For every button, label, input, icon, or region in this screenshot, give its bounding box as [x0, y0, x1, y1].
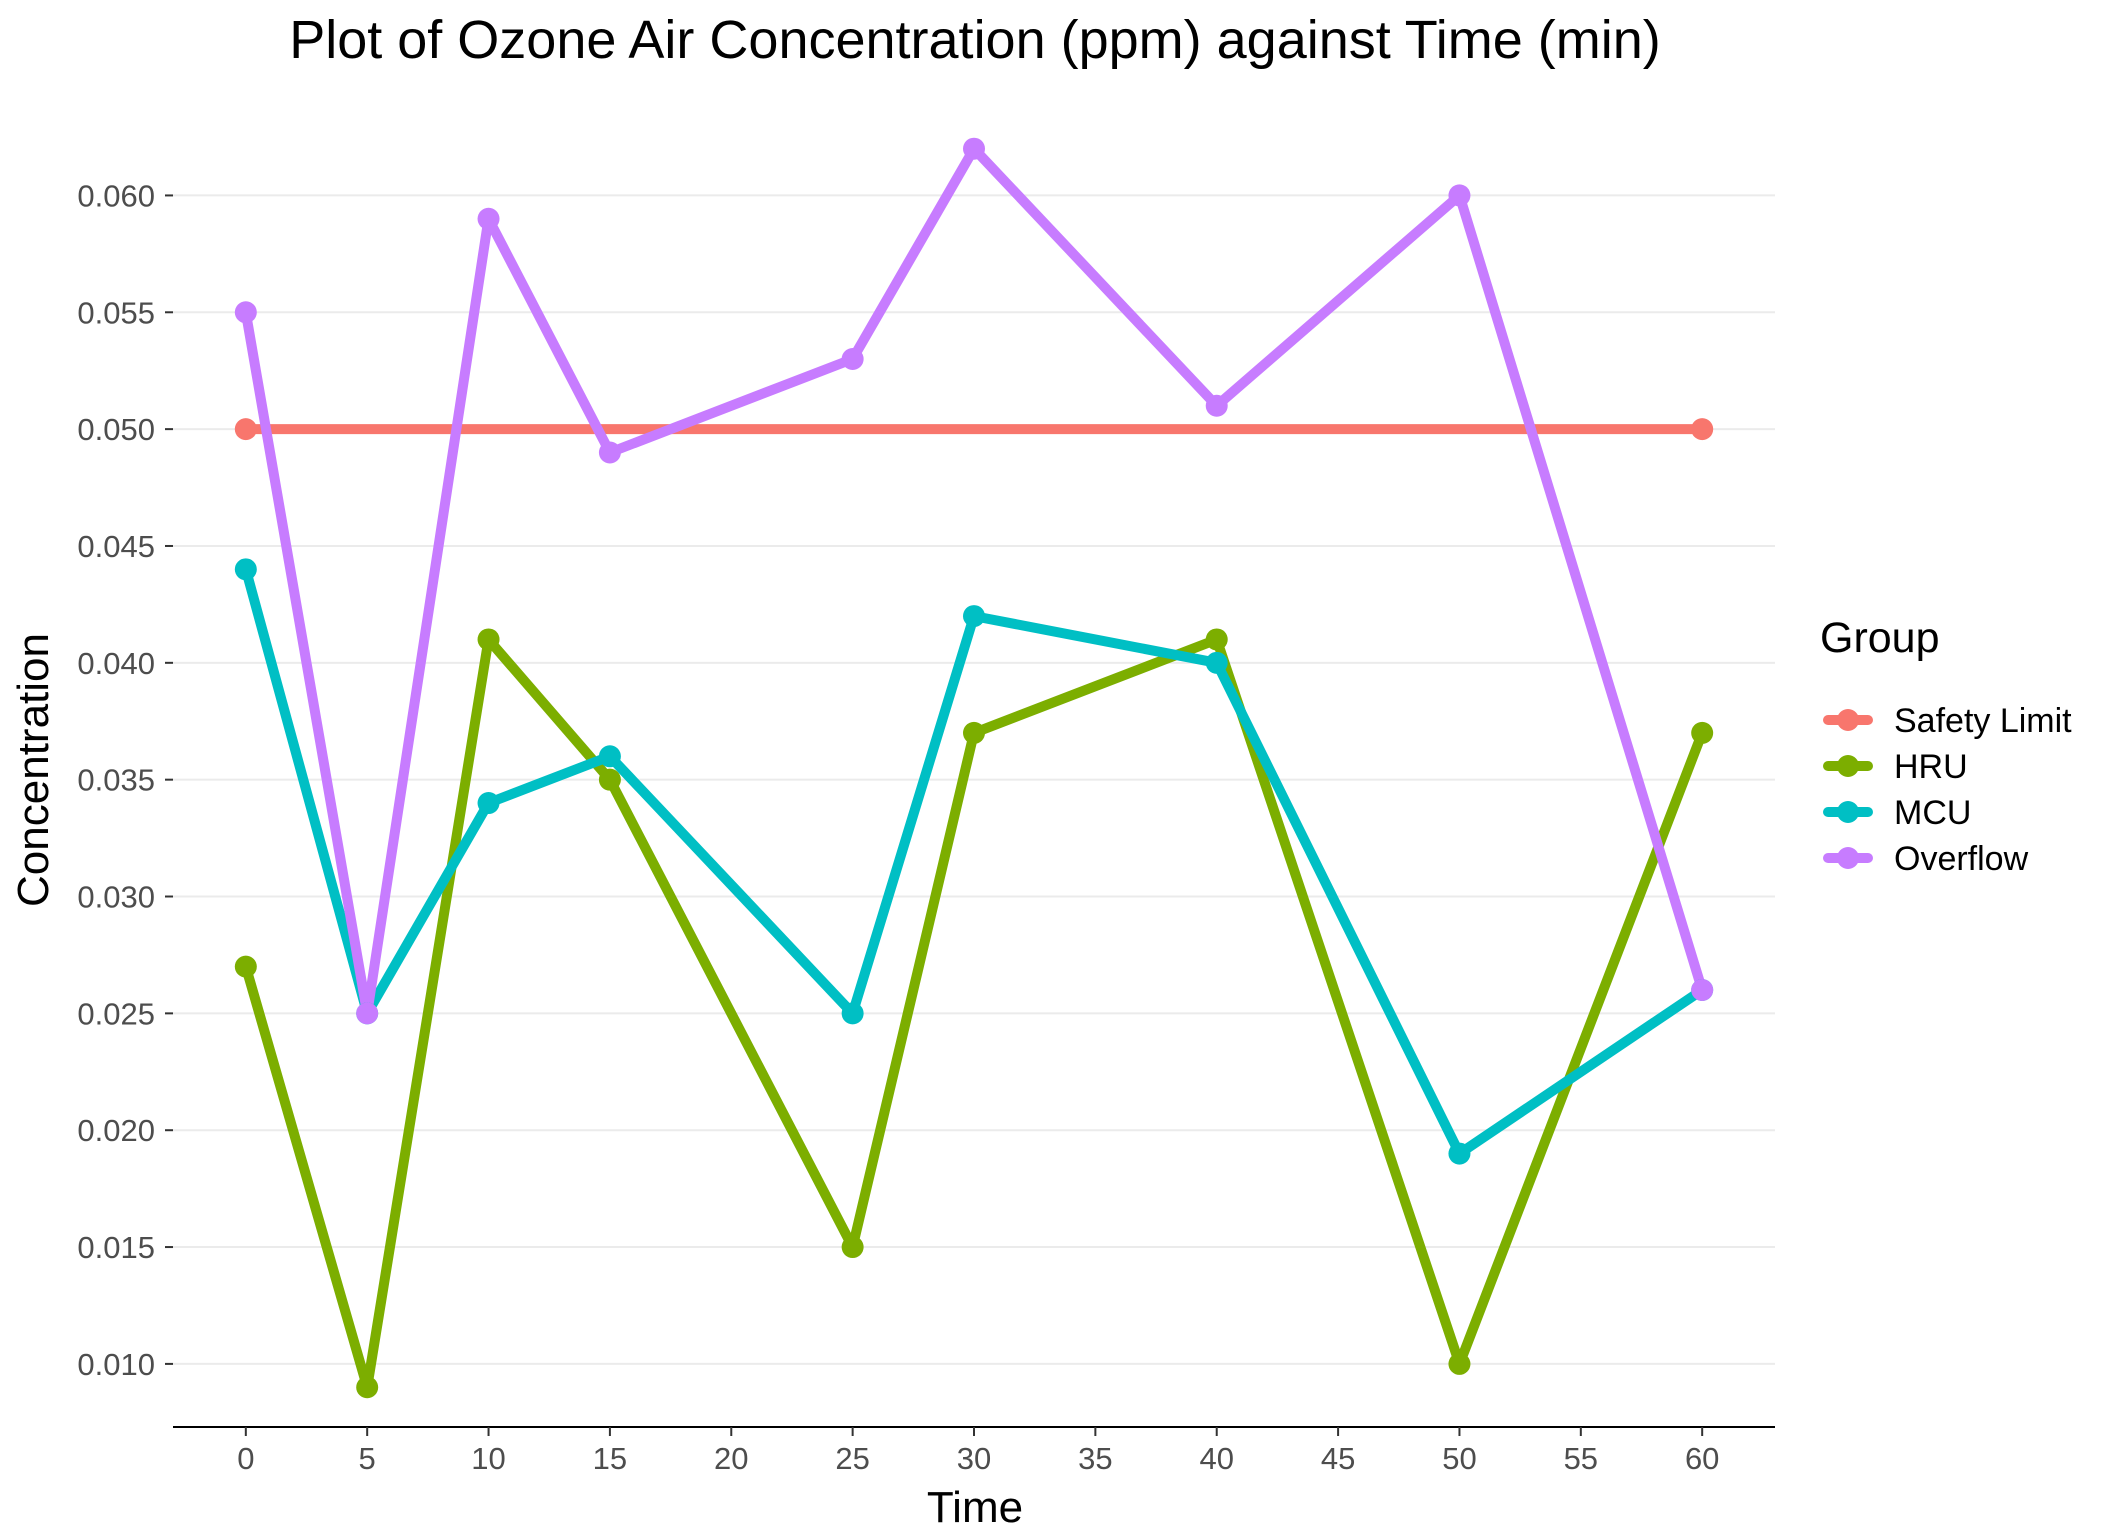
- x-tick-label: 10: [471, 1441, 505, 1476]
- data-point-mcu: [477, 792, 500, 815]
- y-tick-label: 0.020: [77, 1113, 155, 1148]
- axes: 0.010 0.015 0.020 0.025 0.030 0.035 0.040 0.045…: [77, 178, 1775, 1476]
- series-lines: [240, 143, 1708, 1393]
- x-tick-label: 5: [359, 1441, 376, 1476]
- data-point-mcu: [1205, 651, 1228, 674]
- data-point-mcu: [841, 1002, 864, 1025]
- legend-label-hru: HRU: [1894, 748, 1968, 786]
- y-tick-label: 0.055: [77, 295, 155, 330]
- y-tick-label: 0.040: [77, 646, 155, 681]
- legend-key-point-safety-limit: [1837, 709, 1859, 731]
- x-tick-label: 50: [1442, 1441, 1476, 1476]
- legend-label-mcu: MCU: [1894, 794, 1971, 832]
- x-tick-label: 35: [1078, 1441, 1112, 1476]
- series-line-overflow: [240, 143, 1708, 1019]
- data-point-hru: [356, 1376, 379, 1399]
- x-tick-label: 55: [1564, 1441, 1598, 1476]
- y-tick-label: 0.015: [77, 1230, 155, 1265]
- y-axis-title: Concentration: [9, 633, 58, 907]
- y-tick-label: 0.045: [77, 529, 155, 564]
- data-point-safety-limit: [234, 418, 257, 441]
- y-tick-label: 0.050: [77, 412, 155, 447]
- data-point-overflow: [963, 137, 985, 160]
- legend-key-point-overflow: [1837, 847, 1859, 869]
- x-tick-label: 40: [1199, 1441, 1233, 1476]
- data-point-mcu: [1448, 1142, 1471, 1165]
- x-tick-label: 60: [1685, 1441, 1719, 1476]
- data-point-hru: [598, 768, 621, 791]
- data-point-mcu: [598, 745, 621, 768]
- y-tick-label: 0.025: [77, 996, 155, 1031]
- x-tick-label: 20: [714, 1441, 748, 1476]
- legend-label-overflow: Overflow: [1894, 840, 2029, 878]
- series-line-mcu: [240, 564, 1708, 1159]
- data-point-hru: [234, 955, 257, 978]
- legend-title: Group: [1820, 614, 1940, 662]
- data-point-overflow: [598, 441, 621, 464]
- series-points: [234, 137, 1714, 1399]
- data-point-hru: [1691, 721, 1714, 744]
- x-tick-label: 45: [1321, 1441, 1355, 1476]
- data-point-overflow: [1205, 394, 1228, 417]
- chart-title: Plot of Ozone Air Concentration (ppm) ag…: [289, 10, 1661, 70]
- data-point-mcu: [963, 605, 985, 628]
- data-point-overflow: [841, 348, 864, 371]
- y-tick-label: 0.035: [77, 763, 155, 798]
- data-point-overflow: [356, 1002, 379, 1025]
- y-tick-label: 0.060: [77, 178, 155, 213]
- x-tick-label: 30: [957, 1441, 991, 1476]
- y-tick-label: 0.030: [77, 880, 155, 915]
- x-tick-label: 15: [593, 1441, 627, 1476]
- legend-key-point-hru: [1837, 755, 1859, 777]
- x-axis-title: Time: [927, 1483, 1023, 1532]
- data-point-overflow: [477, 207, 500, 230]
- data-point-hru: [1205, 628, 1228, 651]
- legend: Group Safety Limit HRU MCU Overflow: [1820, 614, 2072, 878]
- data-point-safety-limit: [1691, 418, 1714, 441]
- data-point-hru: [477, 628, 500, 651]
- legend-label-safety-limit: Safety Limit: [1894, 702, 2072, 740]
- data-point-overflow: [234, 301, 257, 324]
- y-tick-label: 0.010: [77, 1347, 155, 1382]
- x-tick-label: 0: [237, 1441, 254, 1476]
- data-point-overflow: [1448, 184, 1471, 207]
- data-point-overflow: [1691, 978, 1714, 1001]
- data-point-hru: [963, 721, 985, 744]
- x-tick-label: 25: [835, 1441, 869, 1476]
- grid-lines: [173, 194, 1775, 1365]
- data-point-hru: [841, 1236, 864, 1259]
- data-point-mcu: [234, 558, 257, 581]
- data-point-hru: [1448, 1352, 1471, 1375]
- legend-key-point-mcu: [1837, 801, 1859, 823]
